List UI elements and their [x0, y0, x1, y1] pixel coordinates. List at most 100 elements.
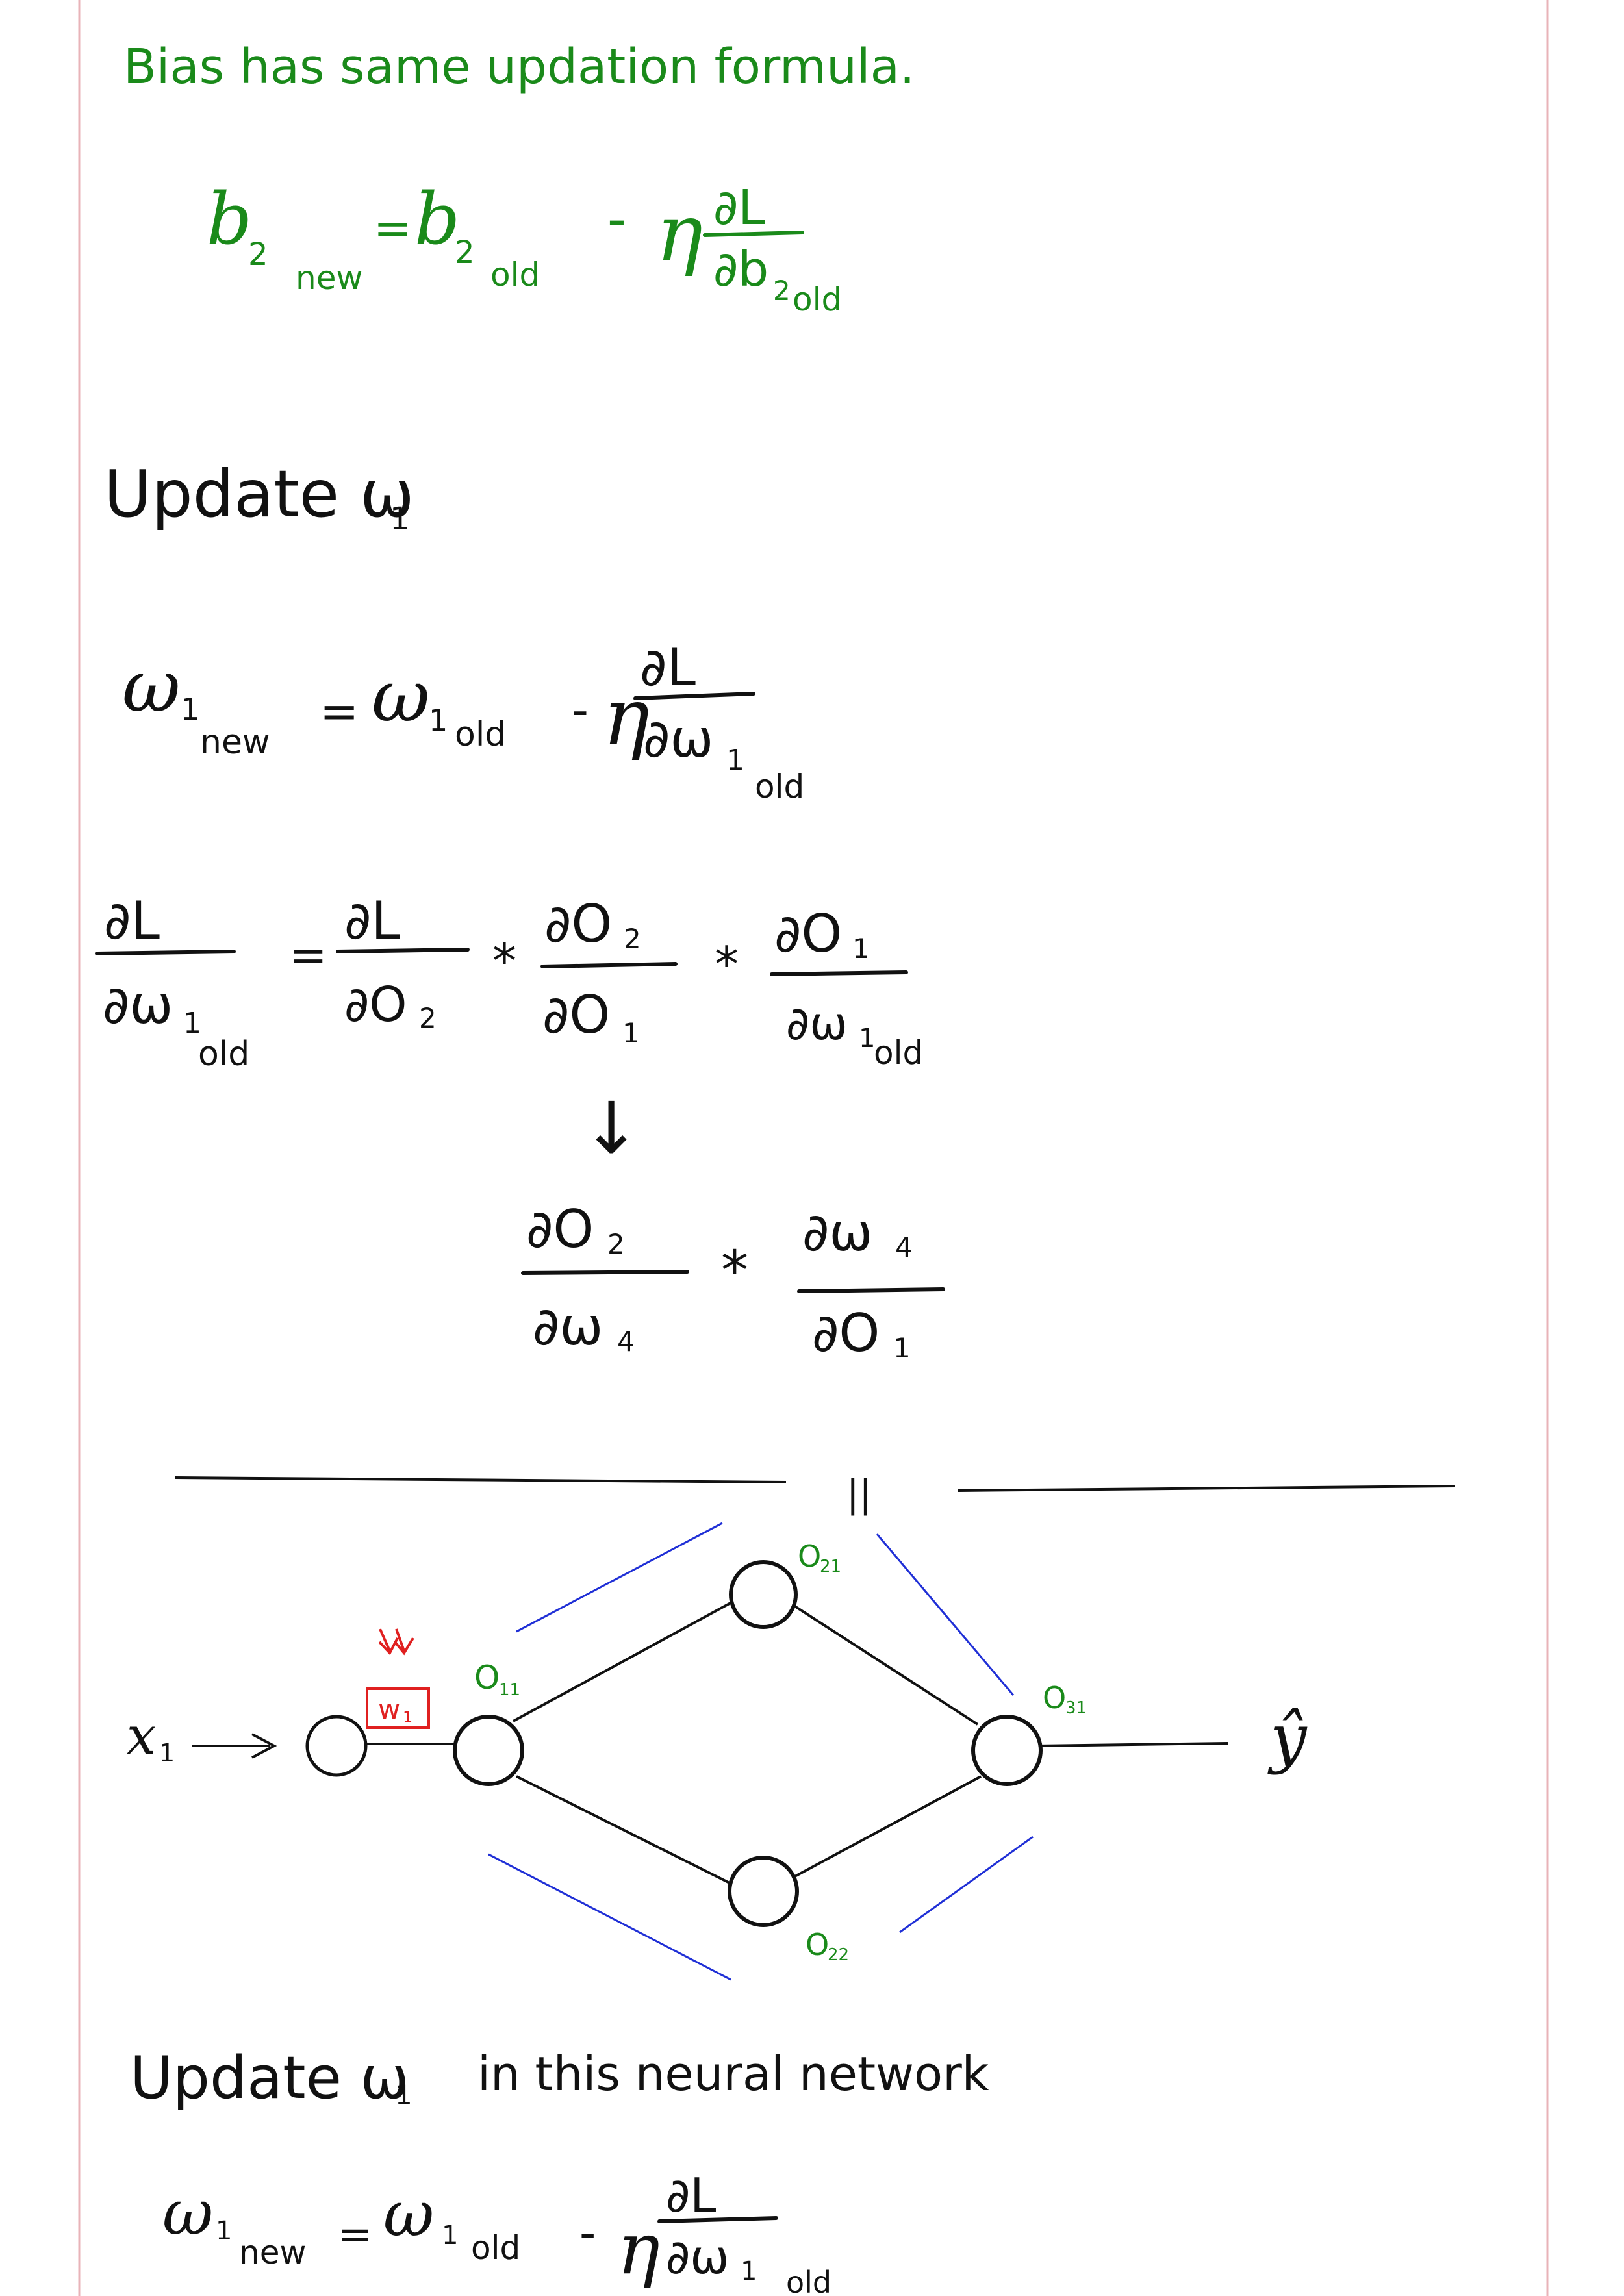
svg-text:ω: ω — [122, 645, 181, 728]
svg-text:1: 1 — [622, 1017, 640, 1049]
bias-section: Bias has same updation formula. b 2 new … — [123, 39, 915, 318]
svg-text:ω: ω — [162, 2176, 213, 2249]
svg-text:old: old — [755, 768, 804, 805]
output-label: ŷ — [1267, 1700, 1308, 1776]
svg-text:∂L: ∂L — [666, 2168, 716, 2223]
svg-text:1: 1 — [741, 2256, 757, 2286]
svg-text:2: 2 — [455, 234, 475, 271]
svg-text:=: = — [320, 684, 359, 738]
svg-text:old: old — [786, 2265, 831, 2296]
svg-text:1: 1 — [390, 501, 410, 537]
node-o22 — [728, 1856, 799, 1927]
svg-text:31: 31 — [1065, 1698, 1087, 1718]
update-w1-heading: Update ω — [104, 456, 414, 532]
svg-text:η: η — [656, 188, 703, 279]
divider-right — [958, 1485, 1456, 1492]
svg-text:1: 1 — [429, 703, 448, 738]
svg-text:ω: ω — [383, 2178, 434, 2251]
svg-text:b: b — [414, 177, 460, 260]
svg-text:∂ω: ∂ω — [802, 1202, 872, 1263]
svg-text:∂O: ∂O — [812, 1303, 880, 1363]
svg-text:∂O: ∂O — [344, 977, 407, 1033]
highlighted-weight-w1: w 1 — [366, 1628, 430, 1729]
update-w1-section: Update ω 1 ω 1 new = ω 1 old - η ∂L ∂ω 1… — [104, 456, 804, 805]
edge-o22-o31 — [791, 1775, 982, 1880]
backprop-line-3 — [488, 1853, 731, 1981]
input-label: x — [127, 1706, 156, 1766]
edge-o31-output — [1035, 1742, 1228, 1747]
node-label-o21: O — [798, 1539, 821, 1574]
input-node — [305, 1715, 368, 1777]
svg-text:1: 1 — [852, 933, 870, 965]
svg-text:1: 1 — [403, 1708, 412, 1726]
svg-text:ω: ω — [372, 655, 430, 738]
svg-text:11: 11 — [499, 1680, 520, 1700]
svg-text:∂L: ∂L — [104, 890, 160, 951]
svg-text:∂b: ∂b — [713, 242, 768, 297]
svg-text:∂O: ∂O — [774, 903, 842, 964]
svg-text:new: new — [239, 2234, 306, 2271]
svg-text:2: 2 — [773, 275, 791, 307]
svg-text:21: 21 — [820, 1557, 841, 1576]
svg-text:-: - — [607, 189, 626, 249]
svg-text:-: - — [579, 2206, 596, 2260]
bias-title: Bias has same updation formula. — [123, 39, 915, 95]
bottom-w1-formula: ω 1 new = ω 1 old - η ∂L ∂ω 1 old — [162, 2168, 831, 2296]
svg-text:∂ω: ∂ω — [533, 1296, 603, 1357]
svg-text:4: 4 — [895, 1231, 913, 1263]
down-arrow: ↓ — [581, 1087, 641, 1170]
svg-text:∂O: ∂O — [542, 985, 610, 1045]
svg-text:1: 1 — [183, 1007, 201, 1040]
bias-update-formula: b 2 new = b 2 old - η ∂L ∂b 2 old — [207, 177, 842, 318]
edge-o11-o21 — [513, 1600, 735, 1722]
svg-text:=: = — [289, 929, 327, 982]
node-label-o31: O — [1043, 1680, 1066, 1715]
svg-text:η: η — [617, 2207, 660, 2290]
svg-text:∂L: ∂L — [640, 637, 696, 698]
edge-o11-o22 — [516, 1775, 731, 1885]
svg-text:1: 1 — [216, 2216, 232, 2246]
svg-text:∂ω: ∂ω — [786, 997, 848, 1050]
bottom-sentence-rest: in this neural network — [477, 2047, 989, 2101]
svg-text:2: 2 — [419, 1002, 437, 1034]
divider-left — [175, 1476, 787, 1483]
svg-text:1: 1 — [181, 692, 199, 727]
svg-text:new: new — [200, 723, 270, 762]
svg-text:∂L: ∂L — [344, 890, 400, 951]
svg-text:=: = — [374, 201, 412, 255]
svg-text:1: 1 — [442, 2221, 458, 2251]
backprop-line-1 — [516, 1522, 723, 1633]
w1-update-formula: ω 1 new = ω 1 old - η ∂L ∂ω 1 old — [122, 637, 804, 805]
svg-text:old: old — [793, 281, 842, 318]
svg-text:old: old — [471, 2229, 520, 2267]
svg-text:1: 1 — [159, 1739, 175, 1767]
chain-rule-expression: ∂L ∂ω 1 old = ∂L ∂O 2 * ∂O 2 ∂O 1 * ∂O 1… — [95, 890, 1456, 1516]
svg-text:2: 2 — [607, 1228, 625, 1260]
svg-text:*: * — [721, 1239, 748, 1302]
edge-o21-o31 — [793, 1604, 979, 1726]
svg-text:-: - — [572, 683, 589, 737]
svg-text:∂O: ∂O — [526, 1199, 594, 1259]
svg-text:2: 2 — [248, 236, 268, 273]
svg-text:1: 1 — [893, 1332, 911, 1364]
svg-text:1: 1 — [859, 1024, 875, 1053]
node-label-o11: O — [474, 1659, 500, 1697]
svg-text:2: 2 — [624, 923, 641, 955]
bottom-section: Update ω 1 in this neural network ω 1 ne… — [130, 2044, 989, 2296]
node-o11 — [453, 1715, 524, 1786]
svg-text:w: w — [378, 1693, 400, 1725]
svg-text:=: = — [338, 2211, 373, 2259]
svg-text:*: * — [492, 933, 516, 989]
svg-text:22: 22 — [828, 1945, 849, 1965]
backprop-line-4 — [899, 1836, 1034, 1934]
svg-text:b: b — [207, 177, 252, 260]
node-label-o22: O — [806, 1927, 829, 1962]
svg-text:∂L: ∂L — [713, 180, 765, 236]
svg-text:new: new — [296, 259, 362, 297]
backprop-line-2 — [876, 1533, 1015, 1696]
svg-text:∂ω: ∂ω — [666, 2230, 730, 2284]
svg-text:∂ω: ∂ω — [643, 709, 713, 769]
svg-text:old: old — [874, 1034, 923, 1072]
svg-text:old: old — [490, 256, 540, 294]
